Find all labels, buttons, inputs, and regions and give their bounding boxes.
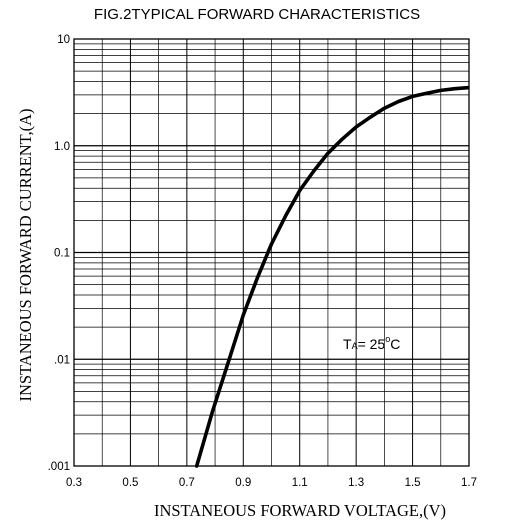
x-tick-label: 1.7 — [461, 477, 477, 489]
grid-lines — [74, 39, 469, 466]
y-tick-label: 10 — [57, 34, 70, 46]
x-axis-label: INSTANEOUS FORWARD VOLTAGE,(V) — [154, 501, 446, 520]
y-tick-label: .01 — [54, 354, 70, 366]
x-tick-label: 0.5 — [122, 477, 138, 489]
series-group — [194, 85, 470, 468]
x-tick-label: 0.3 — [66, 477, 82, 489]
x-tick-labels: 0.3 0.5 0.7 0.9 1.1 1.3 1.5 1.7 — [66, 477, 477, 489]
chart-title: FIG.2TYPICAL FORWARD CHARACTERISTICS — [94, 6, 420, 23]
y-tick-label: 1.0 — [54, 141, 70, 153]
x-tick-label: 0.7 — [179, 477, 195, 489]
annotation-degree: o — [385, 334, 390, 344]
x-tick-label: 0.9 — [235, 477, 251, 489]
x-tick-label: 1.1 — [292, 477, 308, 489]
temperature-annotation: TA= 25oC — [343, 334, 400, 352]
annotation-subscript: A — [352, 341, 358, 351]
y-tick-label: 0.1 — [54, 248, 70, 260]
y-tick-labels: 10 1.0 0.1 .01 .001 — [48, 34, 70, 473]
y-axis-label: INSTANEOUS FORWARD CURRENT,(A) — [16, 108, 35, 401]
annotation-unit: C — [390, 336, 400, 352]
annotation-value: = 25 — [358, 336, 386, 352]
x-tick-label: 1.3 — [348, 477, 364, 489]
forward-characteristic-curve — [194, 85, 470, 468]
annotation-t: T — [343, 336, 352, 352]
y-tick-label: .001 — [48, 461, 70, 473]
x-tick-label: 1.5 — [405, 477, 421, 489]
plot-frame — [73, 38, 470, 467]
